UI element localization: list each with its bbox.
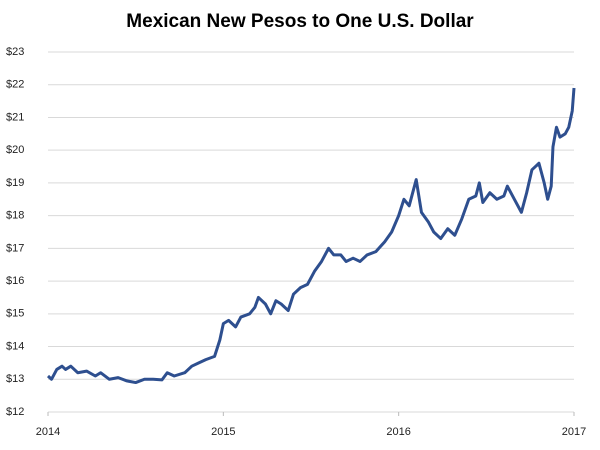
- x-tick-label: 2017: [562, 426, 586, 438]
- x-tick-label: 2015: [211, 426, 235, 438]
- chart-title: Mexican New Pesos to One U.S. Dollar: [126, 11, 474, 32]
- y-tick-label: $18: [6, 210, 24, 222]
- y-tick-label: $19: [6, 177, 24, 189]
- y-tick-label: $23: [6, 46, 24, 58]
- y-tick-label: $14: [6, 340, 24, 352]
- y-tick-label: $21: [6, 111, 24, 123]
- x-tick-label: 2014: [36, 426, 60, 438]
- line: [46, 87, 576, 385]
- y-tick-label: $20: [6, 144, 24, 156]
- y-tick-label: $13: [6, 373, 24, 385]
- x-tick-label: 2016: [386, 426, 410, 438]
- y-tick-label: $12: [6, 406, 24, 418]
- y-tick-label: $22: [6, 79, 24, 91]
- y-tick-label: $17: [6, 242, 24, 254]
- y-tick-label: $15: [6, 308, 24, 320]
- y-tick-label: $16: [6, 275, 24, 287]
